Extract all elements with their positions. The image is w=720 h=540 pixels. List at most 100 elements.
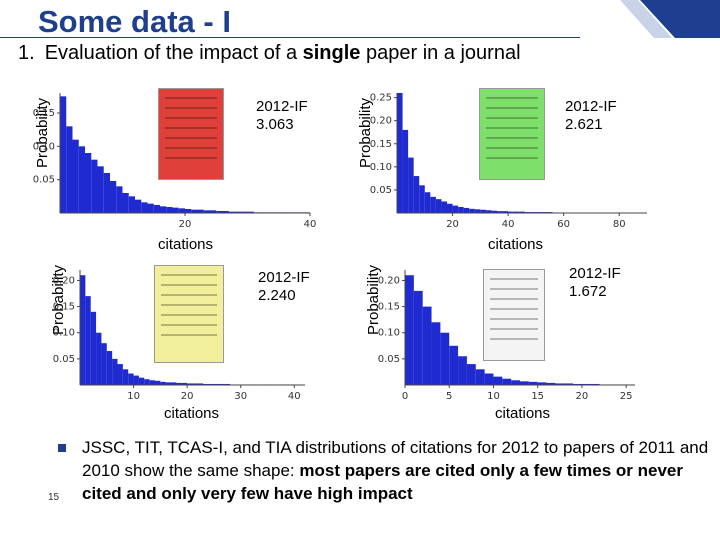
- x-tick-label: 30: [234, 391, 247, 402]
- header-bar: [0, 0, 720, 38]
- x-axis-label: citations: [164, 405, 220, 422]
- impact-factor-value: 2.621: [565, 116, 603, 133]
- histogram-bar: [203, 210, 210, 213]
- cover-text-line: [486, 97, 538, 99]
- histogram-bar: [90, 311, 97, 385]
- header-logo-wedge: [620, 0, 720, 38]
- chart-panel-tcas: Probability 10 20 30 40 0.05 0.10 0.15 0.20 201…: [20, 255, 320, 425]
- bullet-marker: [58, 444, 66, 452]
- y-tick-label: 0.10: [53, 328, 75, 339]
- impact-factor-value: 3.063: [256, 116, 294, 133]
- subtitle-text-bold: single: [302, 42, 361, 64]
- y-tick-label: 0.15: [370, 139, 392, 150]
- histogram-bar: [449, 345, 459, 385]
- page-number: 15: [48, 492, 60, 503]
- histogram-bar: [511, 380, 520, 385]
- cover-text-line: [486, 157, 538, 159]
- histogram-bar: [172, 207, 179, 213]
- histogram-bar: [519, 211, 525, 213]
- histogram-bar: [469, 208, 475, 213]
- x-tick-label: 40: [288, 391, 301, 402]
- cover-text-line: [486, 147, 538, 149]
- histogram-bar: [484, 373, 494, 385]
- journal-cover-image: [158, 88, 224, 180]
- y-tick-label: 0.20: [378, 275, 400, 286]
- histogram-bar: [502, 378, 512, 385]
- histogram-bar: [166, 207, 173, 213]
- journal-cover-image: [479, 88, 545, 180]
- journal-cover-image: [483, 269, 545, 361]
- histogram-bar: [458, 356, 467, 385]
- histogram-bar: [520, 381, 529, 385]
- x-tick-label: 10: [487, 391, 500, 402]
- x-axis-label: citations: [158, 236, 214, 253]
- histogram-bar: [224, 383, 230, 385]
- histogram-chart: 0 5 10 15 20 25 0.05 0.10 0.15 0.20: [378, 270, 635, 402]
- cover-text-line: [161, 334, 217, 336]
- histogram-bar: [141, 202, 148, 213]
- x-tick-label: 60: [557, 219, 570, 230]
- x-axis-label: citations: [495, 405, 551, 422]
- histogram-bar: [133, 375, 139, 385]
- histogram-bar: [128, 196, 135, 213]
- histogram-bar: [171, 382, 177, 385]
- cover-text-line: [490, 318, 538, 320]
- histogram-bar: [203, 383, 209, 385]
- x-tick-label: 80: [613, 219, 626, 230]
- y-tick-label: 0.20: [370, 116, 392, 127]
- y-tick-label: 0.20: [53, 275, 75, 286]
- journal-cover-image: [154, 265, 224, 363]
- x-tick-label: 25: [620, 391, 633, 402]
- histogram-bar: [241, 211, 248, 213]
- histogram-bar: [153, 205, 160, 213]
- cover-text-line: [490, 308, 538, 310]
- histogram-bar: [440, 332, 450, 385]
- histogram-bar: [228, 211, 235, 213]
- histogram-bar: [216, 211, 223, 213]
- histogram-bar: [581, 383, 591, 385]
- histogram-bar: [165, 382, 172, 385]
- y-tick-label: 0.10: [370, 162, 392, 173]
- subtitle-text-end: paper in a journal: [360, 42, 521, 64]
- histogram-bar: [508, 211, 514, 213]
- cover-text-line: [490, 298, 538, 300]
- histogram-chart: 20 40 60 80 0.05 0.10 0.15 0.20 0.25: [370, 93, 647, 230]
- histogram-bar: [197, 209, 204, 213]
- histogram-bar: [135, 199, 142, 213]
- histogram-bar: [60, 96, 67, 213]
- histogram-bar: [219, 383, 225, 385]
- histogram-bar: [419, 185, 425, 213]
- y-tick-label: 0.05: [378, 354, 400, 365]
- histogram-bar: [213, 383, 220, 385]
- histogram-bar: [528, 381, 538, 385]
- cover-text-line: [165, 137, 217, 139]
- x-tick-label: 5: [446, 391, 452, 402]
- cover-text-line: [165, 147, 217, 149]
- y-tick-label: 0.25: [370, 93, 392, 104]
- histogram-chart: 10 20 30 40 0.05 0.10 0.15 0.20: [53, 270, 305, 402]
- histogram-bar: [413, 290, 423, 385]
- histogram-bar: [147, 203, 154, 213]
- cover-text-line: [490, 328, 538, 330]
- histogram-bar: [435, 199, 442, 213]
- cover-text-line: [490, 288, 538, 290]
- histogram-bar: [497, 211, 503, 213]
- histogram-bar: [128, 373, 134, 385]
- histogram-bar: [155, 380, 161, 385]
- histogram-bar: [424, 192, 431, 213]
- histogram-bar: [80, 275, 86, 385]
- histogram-bar: [78, 146, 85, 213]
- histogram-bar: [447, 203, 453, 213]
- histogram-bar: [493, 376, 503, 385]
- histogram-bar: [210, 210, 217, 213]
- histogram-bar: [458, 207, 464, 213]
- y-tick-label: 0.15: [53, 302, 75, 313]
- histogram-bar: [97, 166, 104, 213]
- histogram-bar: [85, 296, 91, 385]
- cover-text-line: [486, 137, 538, 139]
- histogram-bar: [191, 209, 198, 213]
- histogram-bar: [192, 383, 198, 385]
- cover-text-line: [161, 324, 217, 326]
- x-tick-label: 0: [402, 391, 408, 402]
- impact-factor-label: 2012-IF 2.621: [565, 98, 617, 134]
